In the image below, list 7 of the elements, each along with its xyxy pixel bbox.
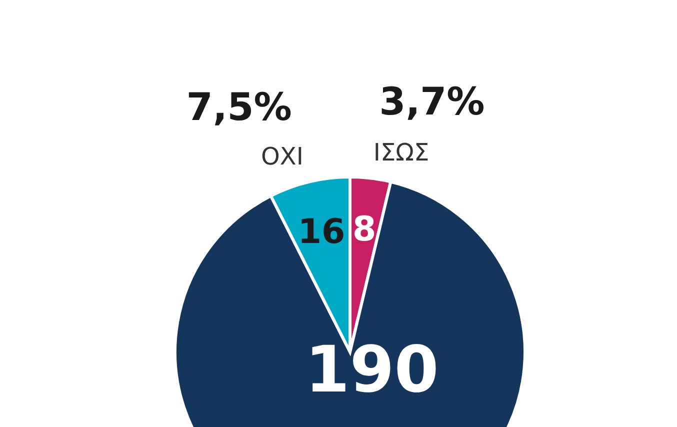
data-label: 8 <box>352 209 376 250</box>
data-label: 190 <box>305 333 439 408</box>
data-label: 16 <box>298 212 346 252</box>
text: 3,7% <box>379 80 485 124</box>
slice-label: ΟΧΙ <box>261 142 304 170</box>
text: 7,5% <box>186 84 292 129</box>
slice-label: ΙΣΩΣ <box>373 138 430 166</box>
